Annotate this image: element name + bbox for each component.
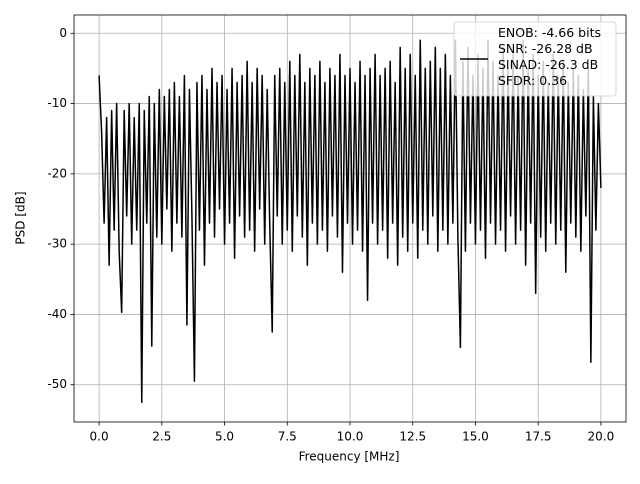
- y-tick-label: 0: [59, 26, 67, 40]
- y-tick-label: -50: [47, 377, 67, 391]
- axes-frame: [73, 14, 627, 423]
- data-line: [98, 39, 602, 404]
- x-tick-label: 17.5: [525, 430, 552, 444]
- x-tick-label: 15.0: [462, 430, 489, 444]
- y-tick-label: -10: [47, 96, 67, 110]
- legend-label: ENOB: -4.66 bits SNR: -26.28 dB SINAD: -…: [498, 25, 601, 88]
- legend-box: [453, 21, 617, 97]
- y-tick-label: -30: [47, 237, 67, 251]
- x-tick-label: 2.5: [152, 430, 171, 444]
- x-axis-label: Frequency [MHz]: [299, 450, 400, 464]
- x-tick-label: 10.0: [337, 430, 364, 444]
- y-tick-label: -20: [47, 166, 67, 180]
- x-tick-label: 7.5: [278, 430, 297, 444]
- x-tick-label: 20.0: [588, 430, 615, 444]
- x-tick-label: 0.0: [90, 430, 109, 444]
- y-axis-label: PSD [dB]: [14, 191, 28, 244]
- x-tick-label: 5.0: [215, 430, 234, 444]
- y-tick-label: -40: [47, 307, 67, 321]
- x-tick-label: 12.5: [399, 430, 426, 444]
